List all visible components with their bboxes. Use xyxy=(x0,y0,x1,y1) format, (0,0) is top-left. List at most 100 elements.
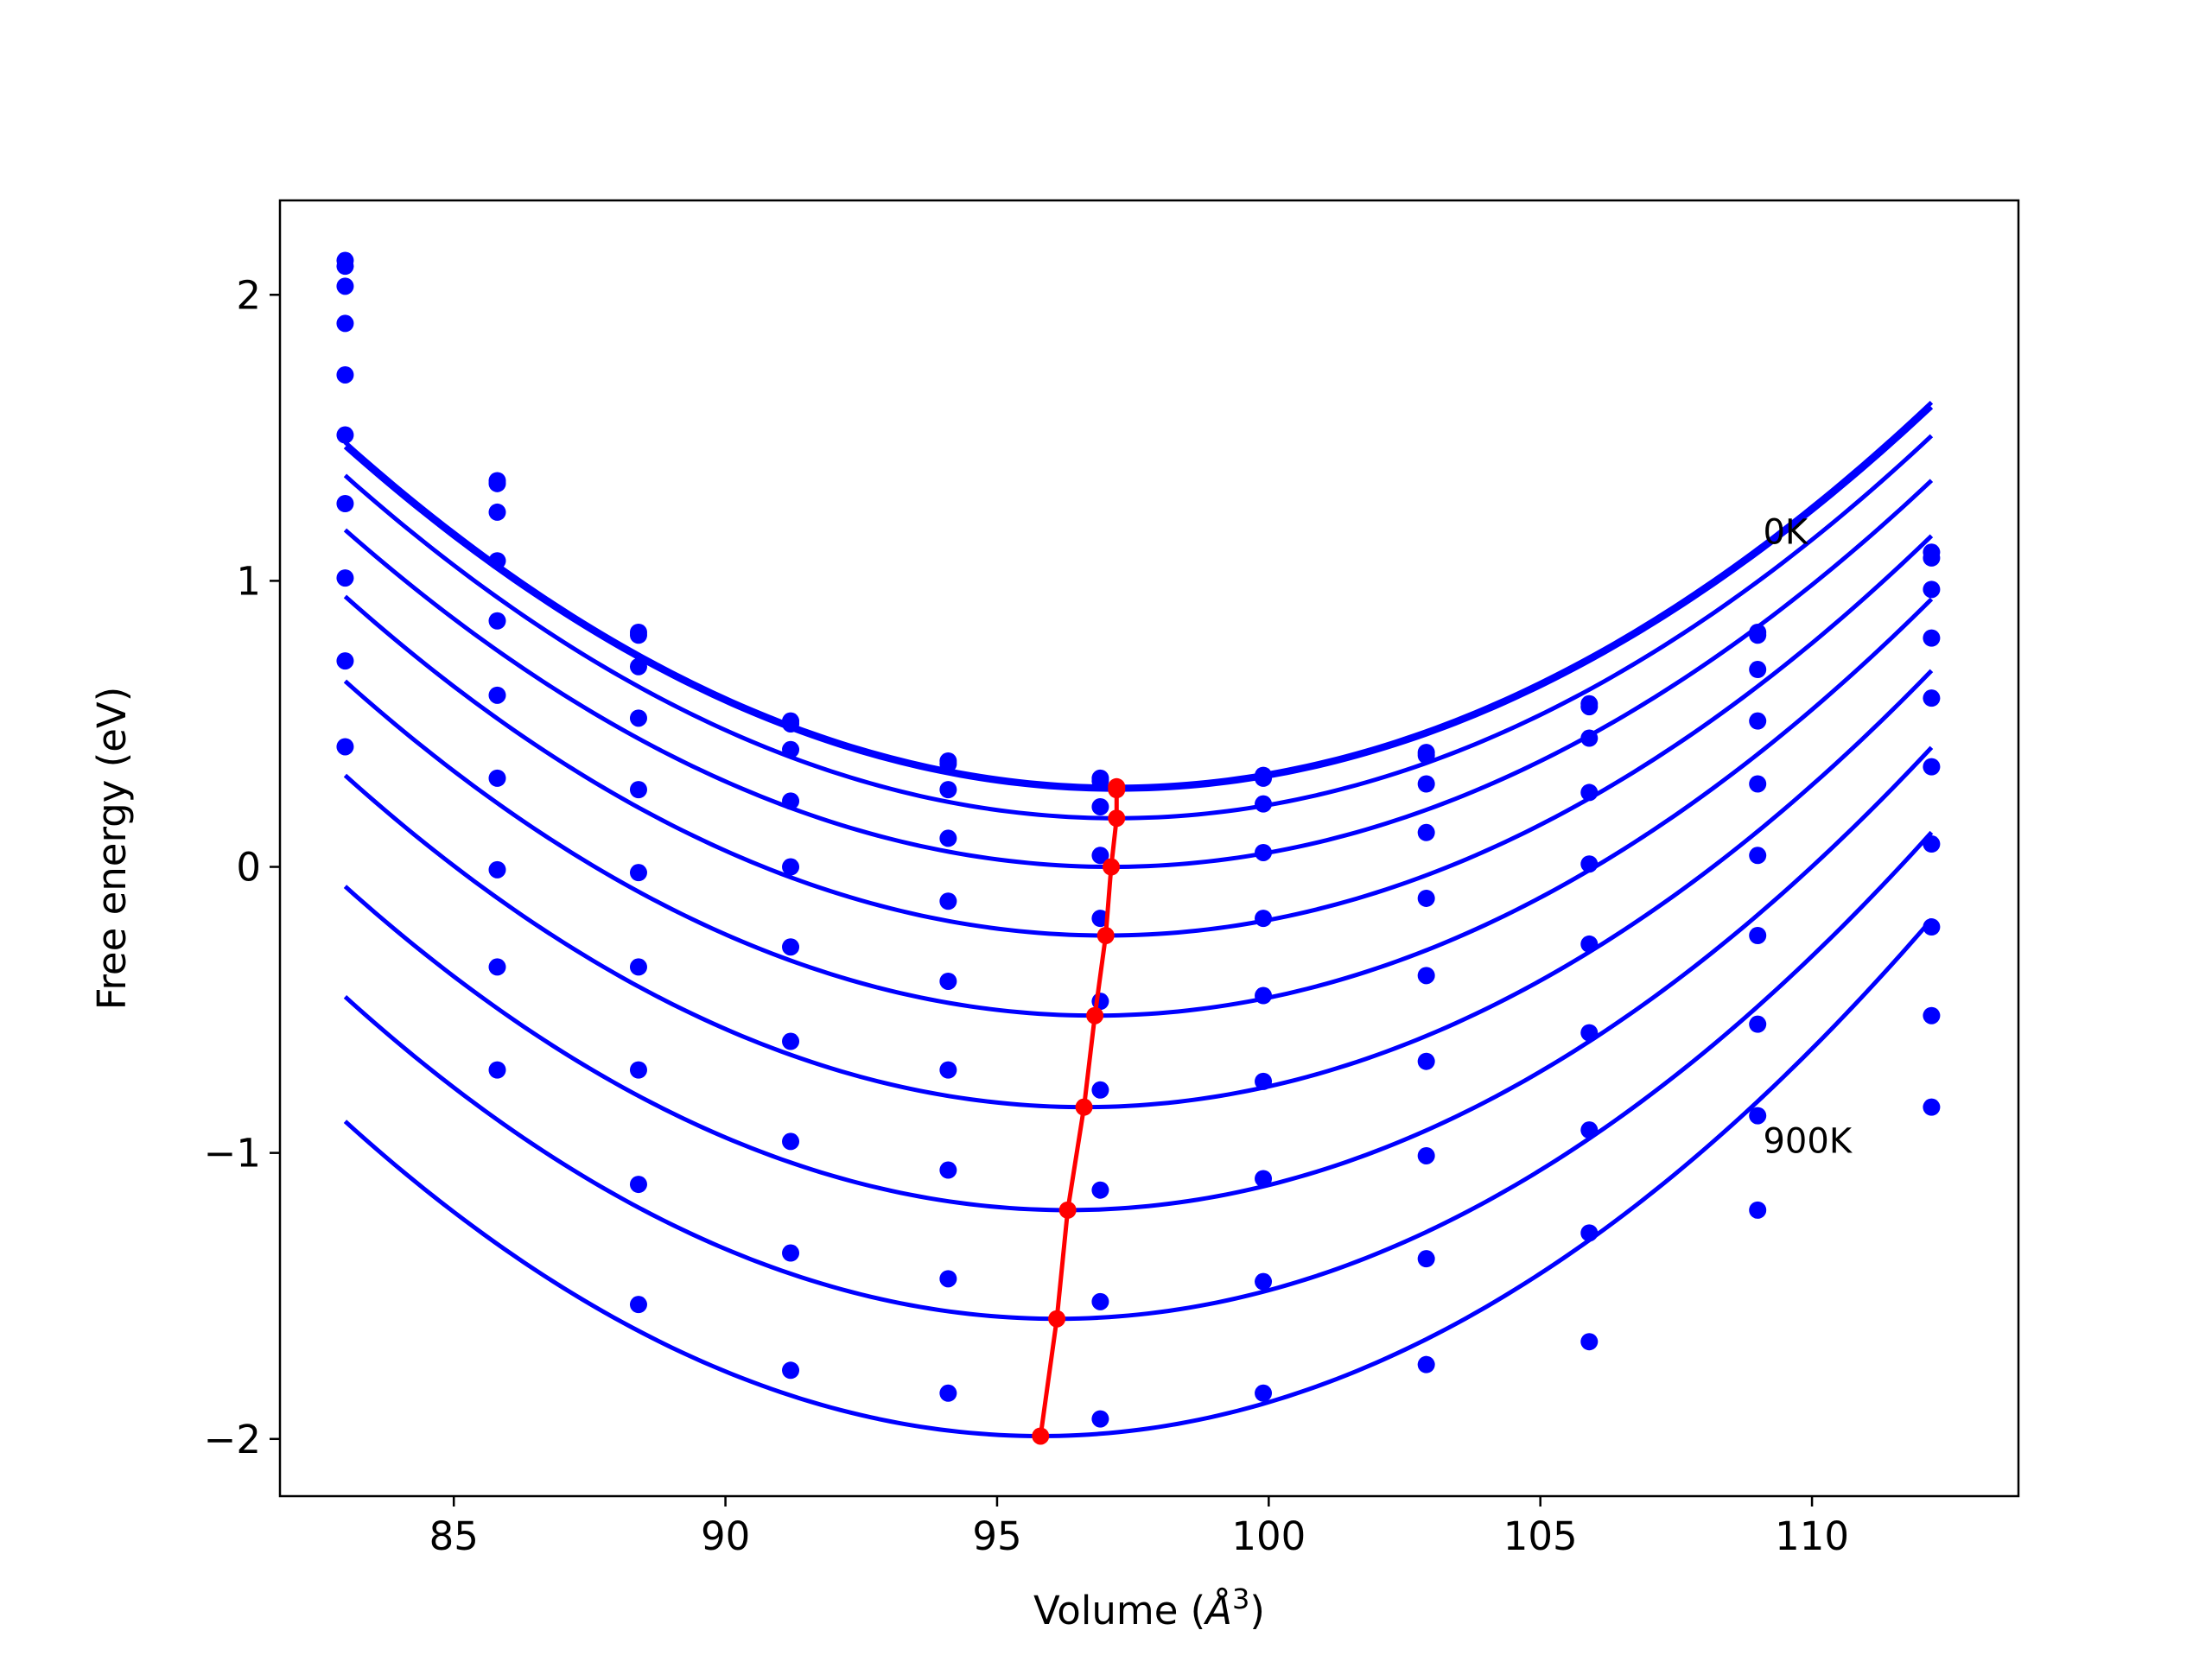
data-point xyxy=(782,858,800,876)
data-point xyxy=(1749,775,1767,793)
data-point xyxy=(939,1061,957,1079)
data-point xyxy=(1417,1355,1435,1373)
data-point xyxy=(782,1244,800,1262)
data-point xyxy=(939,755,957,773)
data-point xyxy=(1417,1052,1435,1070)
data-point xyxy=(629,1176,647,1194)
data-point xyxy=(488,552,506,570)
y-axis-label: Free energy (eV) xyxy=(89,687,135,1010)
y-tick-label: 0 xyxy=(236,845,261,891)
data-point xyxy=(782,714,800,733)
minimum-marker xyxy=(1086,1006,1104,1024)
data-point xyxy=(782,1132,800,1151)
data-point xyxy=(1749,712,1767,730)
data-point xyxy=(629,1296,647,1314)
minimum-marker xyxy=(1096,926,1115,944)
minimum-marker xyxy=(1032,1427,1050,1445)
minimum-marker xyxy=(1108,781,1126,799)
data-point xyxy=(1580,1024,1599,1042)
data-point xyxy=(1923,580,1941,599)
minimum-marker xyxy=(1058,1201,1077,1219)
x-tick-label: 110 xyxy=(1775,1513,1849,1559)
data-point xyxy=(629,709,647,727)
data-point xyxy=(1255,769,1273,787)
data-point xyxy=(1923,758,1941,776)
data-point xyxy=(629,1061,647,1079)
data-point xyxy=(1255,910,1273,928)
data-point xyxy=(1580,729,1599,747)
data-point xyxy=(1091,1292,1109,1310)
fit-curve xyxy=(343,534,1934,938)
data-point xyxy=(1923,549,1941,567)
x-tick-label: 105 xyxy=(1503,1513,1578,1559)
y-tick-label: −2 xyxy=(204,1417,261,1462)
data-point xyxy=(1923,835,1941,853)
data-point xyxy=(336,738,354,756)
data-point xyxy=(1091,797,1109,815)
fit-curve xyxy=(343,405,1934,792)
x-ticks-group: 85 90 95 100 105 110 xyxy=(429,1496,1849,1559)
data-point xyxy=(629,657,647,676)
data-point xyxy=(629,958,647,976)
data-point xyxy=(336,494,354,512)
data-point xyxy=(629,781,647,799)
data-point xyxy=(1749,1015,1767,1033)
data-point xyxy=(1417,1250,1435,1268)
data-point xyxy=(1923,1098,1941,1116)
data-point xyxy=(1923,1006,1941,1024)
data-point xyxy=(939,1161,957,1179)
data-point xyxy=(1749,1107,1767,1125)
data-point xyxy=(1255,795,1273,813)
data-point xyxy=(488,769,506,787)
data-points-group xyxy=(336,251,1941,1428)
axes-frame xyxy=(278,199,2020,1498)
minimum-line xyxy=(1038,786,1119,1437)
data-point xyxy=(939,892,957,910)
fit-curves-group xyxy=(343,400,1934,1438)
data-point xyxy=(939,829,957,847)
x-tick-label: 90 xyxy=(701,1513,750,1559)
data-point xyxy=(1580,783,1599,802)
data-point xyxy=(336,652,354,670)
data-point xyxy=(488,958,506,976)
annotation-label: 0K xyxy=(1763,512,1808,552)
fit-curve xyxy=(343,400,1934,790)
data-point xyxy=(1091,1410,1109,1428)
data-point xyxy=(782,792,800,810)
data-point xyxy=(336,314,354,333)
data-point xyxy=(939,1270,957,1288)
data-point xyxy=(1580,1224,1599,1242)
data-point xyxy=(1580,1333,1599,1351)
minimum-marker xyxy=(1048,1310,1066,1328)
data-point xyxy=(1091,847,1109,865)
data-point xyxy=(1580,698,1599,716)
data-point xyxy=(1923,918,1941,936)
x-axis-label: Volume (Å3) xyxy=(1033,1583,1265,1633)
data-point xyxy=(488,1061,506,1079)
data-point xyxy=(336,569,354,587)
data-point xyxy=(488,686,506,704)
x-tick-label: 85 xyxy=(429,1513,479,1559)
data-point xyxy=(1255,843,1273,861)
data-point xyxy=(336,365,354,384)
data-point xyxy=(1091,1181,1109,1199)
data-point xyxy=(1923,689,1941,707)
data-point xyxy=(939,781,957,799)
data-point xyxy=(1749,1201,1767,1219)
minimum-marker xyxy=(1075,1098,1093,1116)
data-point xyxy=(1749,847,1767,865)
fit-curve xyxy=(343,597,1934,1018)
data-point xyxy=(782,938,800,956)
data-point xyxy=(782,1032,800,1050)
data-point xyxy=(1091,1081,1109,1099)
data-point xyxy=(1255,1170,1273,1188)
data-point xyxy=(1091,772,1109,790)
data-point xyxy=(1749,626,1767,644)
fit-curve xyxy=(343,434,1934,821)
data-point xyxy=(1417,967,1435,985)
data-point xyxy=(488,474,506,492)
data-point xyxy=(336,277,354,295)
x-tick-label: 100 xyxy=(1231,1513,1306,1559)
